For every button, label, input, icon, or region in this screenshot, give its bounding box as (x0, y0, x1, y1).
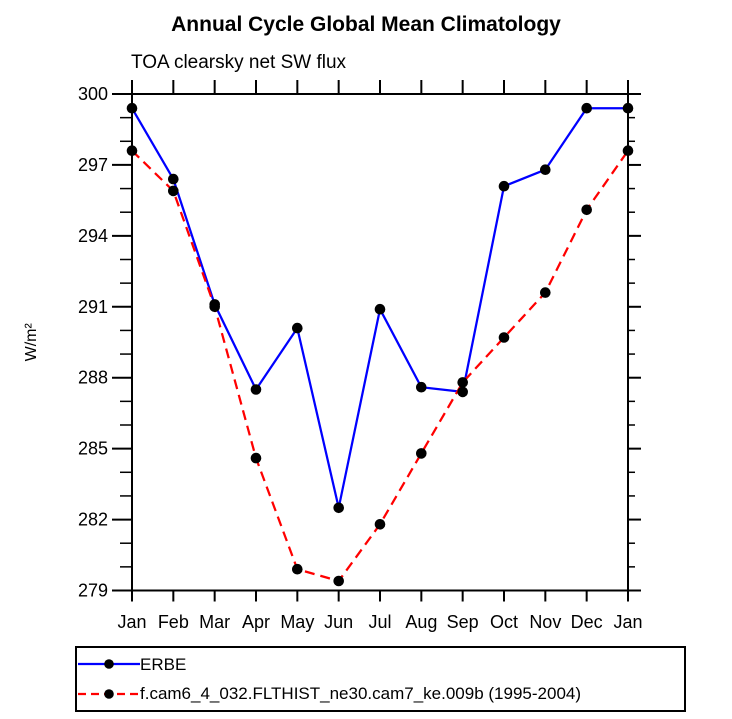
y-tick-label: 291 (78, 297, 108, 317)
y-tick-label: 297 (78, 155, 108, 175)
data-point-marker (292, 563, 303, 575)
data-point-marker (250, 384, 262, 395)
data-point-marker (333, 502, 345, 514)
y-axis-title: W/m² (23, 322, 40, 361)
model-line-sample-icon (78, 688, 140, 699)
data-point-marker (581, 102, 592, 114)
legend-label-model: f.cam6_4_032.FLTHIST_ne30.cam7_ke.009b (… (140, 684, 582, 704)
legend-item-model: f.cam6_4_032.FLTHIST_ne30.cam7_ke.009b (… (77, 681, 684, 707)
data-point-marker (209, 301, 220, 313)
legend-marker (104, 688, 114, 699)
data-point-marker (374, 519, 386, 530)
data-point-marker (622, 102, 634, 114)
data-point-marker (540, 164, 551, 175)
legend-marker (104, 659, 114, 670)
x-tick-label: Aug (405, 612, 437, 632)
y-tick-label: 288 (78, 368, 108, 388)
x-tick-label: Jan (117, 612, 146, 632)
plot-frame (131, 93, 629, 592)
chart-subtitle: TOA clearsky net SW flux (131, 52, 347, 73)
data-point-marker (126, 102, 138, 114)
data-point-marker (498, 180, 510, 192)
x-tick-label: Oct (490, 612, 518, 632)
data-point-marker (416, 381, 427, 393)
y-tick-label: 285 (78, 439, 108, 459)
x-tick-label: May (280, 612, 314, 632)
data-point-marker (622, 145, 634, 156)
data-point-marker (457, 386, 469, 398)
x-tick-label: Dec (571, 612, 603, 632)
data-point-marker (457, 377, 469, 388)
model-line (131, 149, 629, 583)
legend-item-erbe: ERBE (77, 651, 684, 677)
data-point-marker (168, 185, 179, 197)
data-point-marker (581, 204, 592, 216)
x-tick-label: Jun (324, 612, 353, 632)
x-tick-label: Sep (447, 612, 479, 632)
x-tick-label: Jan (613, 612, 642, 632)
data-point-marker (126, 145, 138, 156)
x-tick-label: Feb (158, 612, 189, 632)
y-tick-label: 294 (78, 226, 108, 246)
data-point-marker (540, 287, 551, 298)
x-tick-label: Jul (368, 612, 391, 632)
data-point-marker (168, 173, 179, 185)
chart-title: Annual Cycle Global Mean Climatology (171, 13, 561, 36)
data-point-marker (250, 452, 262, 464)
y-tick-label: 282 (78, 510, 108, 530)
x-tick-label: Mar (199, 612, 230, 632)
data-point-marker (416, 448, 427, 459)
legend-label-erbe: ERBE (140, 654, 187, 674)
erbe-line-sample-icon (78, 659, 140, 670)
x-tick-label: Nov (529, 612, 561, 632)
data-point-marker (374, 303, 386, 315)
data-point-marker (292, 322, 303, 334)
y-tick-label: 279 (78, 581, 108, 601)
legend: ERBE f.cam6_4_032.FLTHIST_ne30.cam7_ke.0… (75, 646, 686, 712)
y-tick-label: 300 (78, 84, 108, 104)
data-point-marker (498, 332, 510, 343)
x-tick-label: Apr (242, 612, 270, 632)
data-point-marker (333, 575, 345, 587)
